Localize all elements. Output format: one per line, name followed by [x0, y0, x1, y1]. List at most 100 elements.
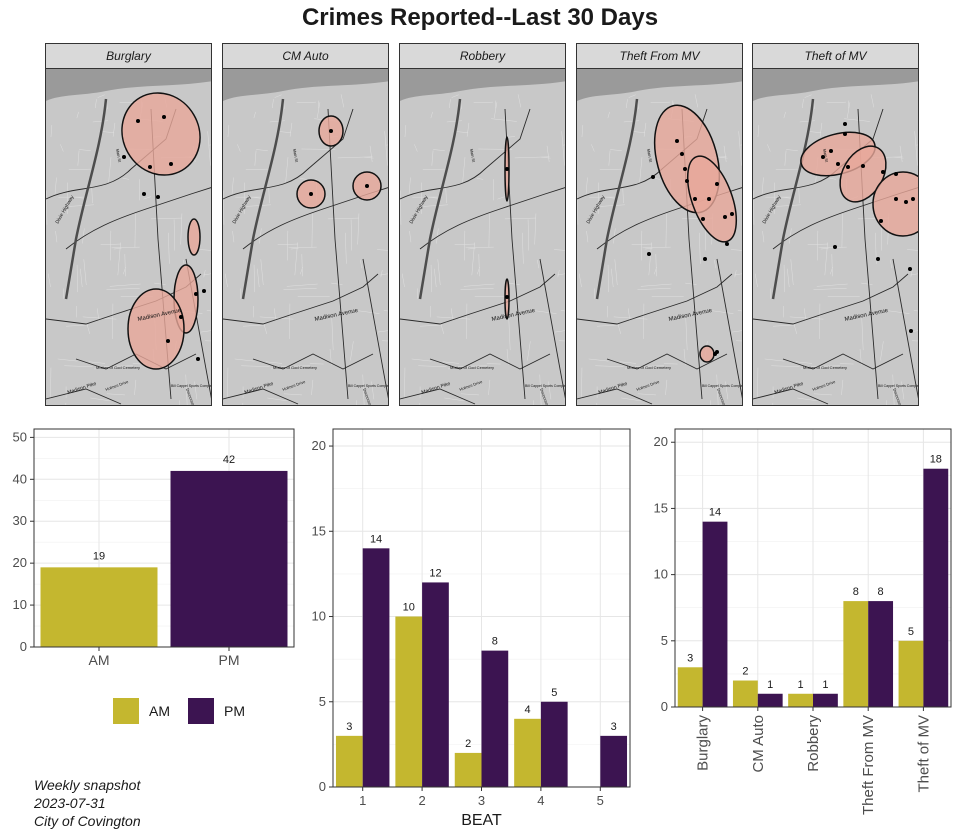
- road: [100, 243, 121, 246]
- road: [793, 324, 798, 335]
- road: [776, 204, 801, 207]
- road: [371, 381, 375, 400]
- road: [436, 316, 471, 320]
- bar-data-label: 4: [524, 704, 530, 716]
- map-panel-theft-from-mv: Theft From MV Madison Avenue Madison Pike…: [576, 43, 743, 406]
- road: [818, 246, 847, 249]
- bar-data-label: 3: [346, 721, 352, 733]
- boundary-line: [400, 388, 476, 405]
- highway-line: [64, 98, 108, 300]
- map-panel-theft-of-mv: Theft of MV Madison Avenue Madison Pike Di…: [752, 43, 919, 406]
- road: [819, 122, 823, 137]
- road: [633, 131, 646, 133]
- crime-point: [843, 132, 847, 136]
- road: [733, 273, 742, 276]
- road: [824, 242, 828, 276]
- road: [237, 144, 241, 152]
- road: [47, 273, 51, 288]
- boundary-line: [400, 273, 556, 325]
- road: [404, 124, 407, 138]
- road: [506, 348, 509, 365]
- road: [757, 124, 760, 138]
- road: [296, 101, 316, 103]
- crime-point: [707, 197, 711, 201]
- road: [786, 149, 798, 151]
- x-tick-label: PM: [219, 652, 240, 668]
- road: [714, 259, 717, 269]
- x-tick-label: 4: [537, 793, 544, 808]
- map-background: [223, 69, 388, 405]
- y-tick-label: 20: [13, 555, 27, 570]
- road: [890, 259, 893, 269]
- boundary-line: [539, 258, 565, 399]
- road: [66, 324, 89, 327]
- road: [327, 217, 359, 220]
- road: [639, 157, 643, 184]
- road: [180, 213, 183, 245]
- road: [77, 150, 80, 166]
- road: [329, 348, 332, 365]
- road: [522, 232, 524, 264]
- bar-pm: [362, 548, 390, 787]
- crime-point: [142, 192, 146, 196]
- road: [844, 118, 870, 122]
- road: [914, 131, 918, 166]
- road: [790, 259, 794, 286]
- crime-point: [725, 242, 729, 246]
- road: [619, 361, 637, 364]
- road: [122, 177, 130, 180]
- road: [267, 397, 288, 402]
- street-label: Main St: [115, 148, 122, 163]
- road: [642, 246, 671, 249]
- road: [409, 230, 412, 243]
- road: [613, 228, 616, 244]
- road: [901, 381, 905, 400]
- crime-point: [894, 172, 898, 176]
- road: [508, 282, 520, 286]
- map-panel-strip: Robbery: [399, 43, 566, 69]
- boundary-line: [782, 353, 904, 370]
- crime-point: [715, 350, 719, 354]
- x-tick-label: CM Auto: [750, 715, 767, 773]
- road: [611, 268, 614, 288]
- road: [340, 94, 345, 108]
- crime-point: [169, 162, 173, 166]
- road: [311, 213, 313, 248]
- road: [783, 111, 786, 119]
- map-body: Madison Avenue Madison Pike Dixie Highway M…: [45, 68, 212, 406]
- road: [623, 120, 639, 123]
- road: [607, 111, 610, 119]
- crime-type-bar-chart: 0 5 10 15 20 3 14 Burglary 2 1 CM Auto 1 1 Robbery 8 8 T…: [640, 420, 955, 832]
- map-body: Madison Avenue Madison Pike Dixie Highway M…: [222, 68, 389, 406]
- bar-am: [898, 640, 924, 707]
- plot-border: [674, 428, 952, 708]
- road: [430, 111, 433, 119]
- road: [289, 122, 293, 137]
- river-shape: [46, 69, 211, 101]
- crime-point: [703, 257, 707, 261]
- road: [655, 254, 657, 277]
- road: [783, 264, 785, 293]
- road: [285, 157, 289, 184]
- road: [207, 131, 211, 166]
- density-hull: [127, 288, 185, 370]
- bar-data-label: 8: [878, 586, 884, 598]
- road: [640, 230, 643, 261]
- road: [109, 283, 141, 287]
- bar-am: [732, 680, 758, 707]
- road: [227, 124, 230, 138]
- street-label: Mother of God Cemetery: [803, 365, 847, 370]
- road: [665, 379, 668, 395]
- road: [408, 177, 411, 195]
- y-tick-label: 30: [13, 513, 27, 528]
- y-tick-label: 40: [13, 471, 27, 486]
- boundary-line: [223, 273, 379, 325]
- crime-point: [166, 339, 170, 343]
- road: [546, 145, 550, 162]
- road: [731, 249, 742, 251]
- crime-point: [505, 295, 509, 299]
- river-shape: [400, 69, 565, 101]
- crime-point: [909, 329, 913, 333]
- bar-data-label: 8: [853, 586, 859, 598]
